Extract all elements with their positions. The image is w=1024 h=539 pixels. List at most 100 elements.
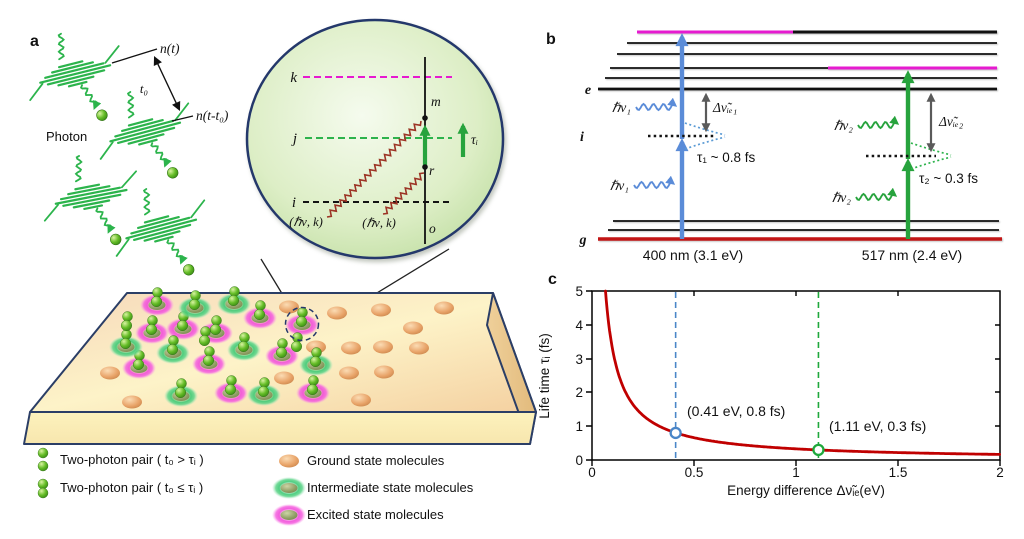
- y-tick-4: 4: [575, 318, 583, 333]
- hv2-wave-lower: [855, 187, 898, 202]
- legend-label-excited: Excited state molecules: [307, 507, 444, 522]
- marker-circle-0: [669, 426, 682, 440]
- vertex-r-dot: [422, 164, 428, 170]
- legend-intermediate-icon: [272, 477, 306, 499]
- y-tick-5: 5: [575, 284, 583, 299]
- x-tick-labels: 0 0.5 1 1.5 2: [588, 465, 1004, 480]
- level-i-label: i: [292, 195, 296, 211]
- panel-a: a Photon n(t) t₀ n(t-t₀) k: [16, 18, 537, 526]
- ground-molecule: [279, 300, 299, 314]
- level-j-label: j: [291, 131, 297, 147]
- transition2-label: 517 nm (2.4 eV): [862, 247, 962, 263]
- ground-molecule: [122, 395, 142, 409]
- annotation-point-1: (0.41 eV, 0.8 fs): [687, 403, 785, 419]
- hv2-label-lower: ℏν₂: [832, 190, 852, 205]
- hv2-label-upper: ℏν₂: [834, 118, 854, 133]
- excitation-arrows: [675, 33, 915, 239]
- tau-i-label: τᵢ: [471, 132, 478, 147]
- ground-molecule: [351, 393, 371, 407]
- t0-double-arrow: [153, 55, 181, 112]
- delta-ie2-label: Δν̃ᵢₑ₂: [938, 114, 964, 129]
- legend-excited-icon: [272, 504, 306, 526]
- x-tick-0: 0: [588, 465, 596, 480]
- n-t-label: n(t): [160, 41, 180, 56]
- ground-molecule: [327, 306, 347, 320]
- y-axis-title: Life time τᵢ (fs): [537, 333, 552, 418]
- hv1-wave-upper: [635, 97, 678, 112]
- delta-ie1-label: Δν̃ᵢₑ₁: [712, 100, 737, 115]
- photon-zigzag-1: [326, 120, 422, 218]
- legend-pair-touching-icon: [37, 478, 49, 499]
- panel-a-label: a: [30, 33, 39, 50]
- n-t-t0-pointer-line: [171, 115, 194, 122]
- ground-molecule: [339, 366, 359, 380]
- panel-c: c (0.41 eV, 0.8 fs) (1.11 eV, 0.3 fs) 0 …: [537, 271, 1004, 498]
- x-axis-title: Energy difference Δν̃ᵢₑ(eV): [727, 483, 885, 498]
- legend: Two-photon pair ( t₀ > τᵢ ) Two-photon p…: [37, 447, 474, 526]
- photon-3: [34, 146, 149, 258]
- level-e-label: e: [585, 83, 591, 98]
- panel-c-label: c: [548, 271, 557, 288]
- photon-4: [102, 175, 222, 292]
- x-tick-4: 2: [996, 465, 1004, 480]
- vertex-m-dot: [422, 115, 428, 121]
- ground-molecule: [403, 321, 423, 335]
- energy-levels: [598, 30, 1002, 241]
- hv2-wave-upper: [857, 115, 900, 130]
- annotation-point-2: (1.11 eV, 0.3 fs): [829, 418, 926, 434]
- highlight-dashed-circle: [284, 306, 320, 342]
- ground-molecule: [374, 365, 394, 379]
- t0-label: t₀: [140, 81, 148, 96]
- ground-molecule: [371, 303, 391, 317]
- x-tick-3: 1.5: [889, 465, 908, 480]
- hv1-wave-lower: [633, 175, 676, 190]
- lifetime-curve: [604, 289, 1001, 456]
- legend-label-intermediate: Intermediate state molecules: [307, 480, 474, 495]
- slab-front-face: [23, 411, 537, 445]
- ground-molecule: [341, 341, 361, 355]
- x-tick-2: 1: [792, 465, 800, 480]
- ground-molecule: [434, 301, 454, 315]
- x-tick-1: 0.5: [685, 465, 704, 480]
- vertex-m-label: m: [431, 94, 441, 109]
- panel-b: b: [546, 30, 1002, 263]
- legend-label-ground: Ground state molecules: [307, 453, 445, 468]
- y-tick-1: 1: [575, 419, 583, 434]
- photon-zigzag-2: [382, 172, 425, 215]
- level-i-label-b: i: [580, 130, 584, 145]
- legend-ground-icon: [279, 454, 299, 468]
- n-t-t0-label: n(t-t₀): [196, 108, 229, 123]
- ground-molecule: [373, 340, 393, 354]
- hv-k-label-2: (ℏν, k): [362, 216, 396, 230]
- ground-molecule: [100, 366, 120, 380]
- inset-diagram: k j i m r o τᵢ (ℏν, k) (ℏν, k): [245, 18, 505, 260]
- legend-label-pair-touching: Two-photon pair ( t₀ ≤ τᵢ ): [60, 480, 203, 495]
- y-tick-0: 0: [575, 453, 583, 468]
- tau2-label: τ₂ ~ 0.3 fs: [919, 171, 978, 186]
- level-k-label: k: [290, 70, 297, 86]
- origin-o-label: o: [429, 221, 436, 236]
- ground-molecule: [409, 341, 429, 355]
- y-tick-3: 3: [575, 352, 583, 367]
- level-g-label: g: [579, 233, 587, 248]
- n-t-pointer-line: [111, 48, 158, 64]
- photon-label: Photon: [46, 129, 87, 144]
- hv1-label-upper: ℏν₁: [612, 100, 631, 115]
- tau1-label: τ₁ ~ 0.8 fs: [697, 150, 756, 165]
- marker-circle-1: [812, 443, 825, 457]
- transition1-label: 400 nm (3.1 eV): [643, 247, 743, 263]
- axis-ticks: [586, 290, 1001, 466]
- plot-box: [591, 290, 1001, 461]
- hv1-label-lower: ℏν₁: [610, 178, 629, 193]
- sample-slab: [23, 286, 537, 445]
- ground-molecule: [274, 371, 294, 385]
- y-tick-labels: 0 1 2 3 4 5: [575, 284, 583, 468]
- y-tick-2: 2: [575, 385, 583, 400]
- legend-label-pair-separated: Two-photon pair ( t₀ > τᵢ ): [60, 452, 204, 467]
- panel-b-label: b: [546, 31, 556, 48]
- hv-k-label-1: (ℏν, k): [289, 215, 323, 229]
- legend-pair-separated-icon: [37, 447, 49, 472]
- vertex-r-label: r: [429, 163, 435, 178]
